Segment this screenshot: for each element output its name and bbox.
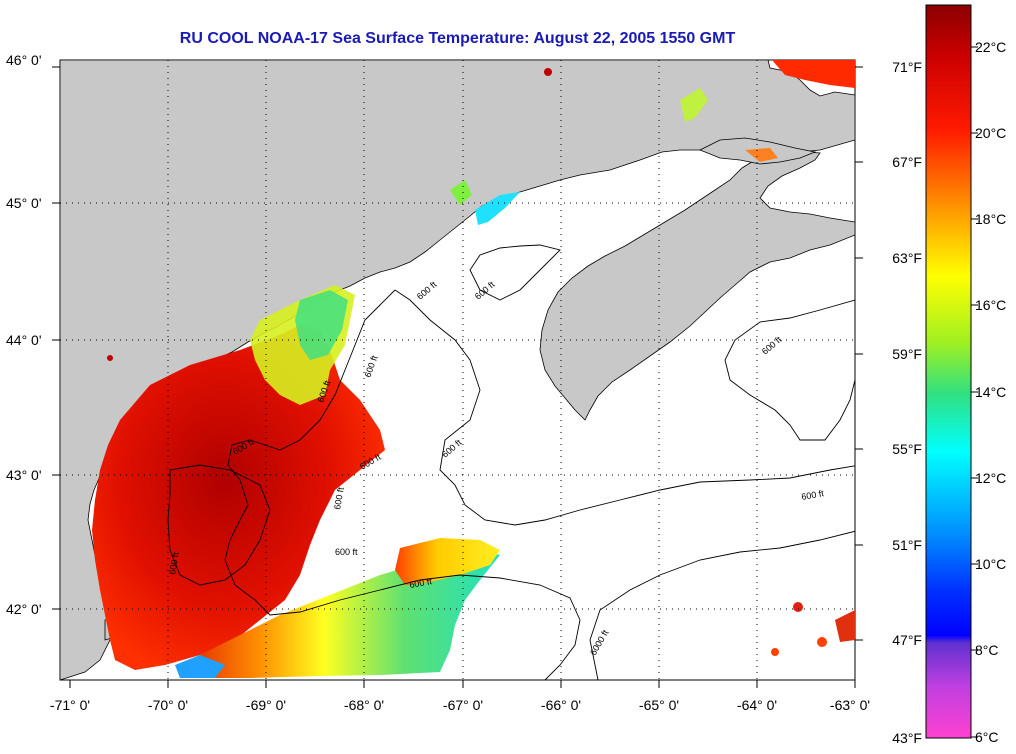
lat-label: 46° 0' (6, 52, 42, 68)
contour-label: 600 ft (801, 488, 825, 502)
axis-ticks (52, 66, 863, 688)
fahrenheit-label: 67°F (892, 154, 922, 170)
sst-speck (771, 648, 779, 656)
celsius-label: 10°C (975, 556, 1007, 572)
sst-speck (107, 355, 113, 361)
sst-speck (817, 637, 827, 647)
fahrenheit-label: 59°F (892, 346, 922, 362)
celsius-label: 14°C (975, 384, 1007, 400)
celsius-label: 22°C (975, 39, 1007, 55)
fahrenheit-label: 51°F (892, 537, 922, 553)
sst-nb-patch (450, 180, 472, 205)
sst-nb-strip (680, 88, 708, 122)
color-scale-bar (925, 4, 972, 739)
sst-right-spots (835, 610, 855, 642)
sst-cool-spot (175, 655, 225, 678)
contour-label: 600 ft (167, 551, 181, 575)
sst-speck (544, 68, 552, 76)
lon-label: -71° 0' (49, 697, 91, 713)
fahrenheit-label: 47°F (892, 632, 922, 648)
fahrenheit-label: 43°F (892, 730, 922, 746)
lon-label: -68° 0' (343, 697, 385, 713)
sst-northumberland (745, 148, 778, 162)
contour-label: 600 ft (332, 486, 346, 510)
sst-coastal-green (295, 290, 348, 360)
lat-label: 42° 0' (6, 601, 42, 617)
lon-label: -66° 0' (540, 697, 582, 713)
lon-label: -69° 0' (245, 697, 287, 713)
fahrenheit-label: 63°F (892, 250, 922, 266)
color-scale-ticks (971, 46, 978, 738)
celsius-label: 20°C (975, 125, 1007, 141)
lon-label: -67° 0' (442, 697, 484, 713)
fahrenheit-label: 71°F (892, 59, 922, 75)
sst-gulf-of-maine (92, 325, 385, 670)
lat-label: 44° 0' (6, 332, 42, 348)
land-nova-scotia (539, 151, 855, 421)
lon-label: -63° 0' (829, 697, 871, 713)
sst-fundy (475, 192, 520, 225)
lon-label: -64° 0' (736, 697, 778, 713)
contour-label: 600 ft (409, 576, 433, 590)
celsius-label: 12°C (975, 470, 1007, 486)
lon-label: -65° 0' (638, 697, 680, 713)
sst-speck (793, 602, 803, 612)
lat-lon-grid (60, 60, 855, 680)
celsius-label: 18°C (975, 211, 1007, 227)
lon-label: -70° 0' (147, 697, 189, 713)
celsius-label: 8°C (975, 642, 999, 658)
depth-contours (167, 244, 855, 680)
lat-label: 43° 0' (6, 467, 42, 483)
fahrenheit-label: 55°F (892, 441, 922, 457)
sst-gulf-stlawrence (772, 60, 855, 88)
celsius-label: 6°C (975, 729, 999, 745)
chart-title: RU COOL NOAA-17 Sea Surface Temperature:… (179, 30, 736, 47)
sst-georges (395, 538, 500, 585)
lat-label: 45° 0' (6, 195, 42, 211)
celsius-label: 16°C (975, 297, 1007, 313)
contour-label: 600 ft (335, 547, 358, 557)
